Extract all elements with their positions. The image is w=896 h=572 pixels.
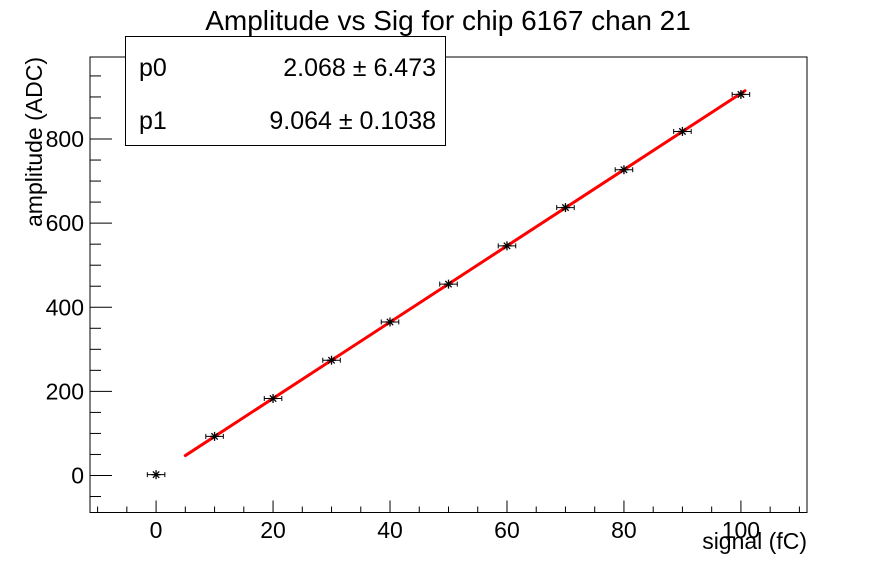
x-axis-tick-label: 60 <box>494 517 520 543</box>
data-point-marker <box>386 318 394 326</box>
stats-param-value: 2.068 ± 6.473 <box>283 54 436 82</box>
data-point-marker <box>503 242 511 250</box>
data-point-marker <box>620 166 628 174</box>
plot-title: Amplitude vs Sig for chip 6167 chan 21 <box>205 5 691 36</box>
x-axis-tick-label: 0 <box>150 517 163 543</box>
fit-line <box>183 89 747 458</box>
data-point-marker <box>327 356 336 364</box>
stats-row-p0: p0 2.068 ± 6.473 <box>139 54 436 82</box>
x-axis-tick-label: 20 <box>260 517 286 543</box>
data-point-marker <box>269 394 277 403</box>
x-axis-title: signal (fC) <box>702 528 807 554</box>
x-axis-tick-label: 80 <box>611 517 637 543</box>
data-point-marker <box>737 90 745 99</box>
y-axis-tick-label: 400 <box>46 294 84 320</box>
y-axis-tick-label: 800 <box>46 126 84 152</box>
x-axis-tick-label: 40 <box>377 517 403 543</box>
data-point-marker <box>210 432 219 441</box>
stats-row-p1: p1 9.064 ± 0.1038 <box>139 107 436 135</box>
stats-param-name: p0 <box>139 54 167 82</box>
y-axis-tick-label: 200 <box>46 378 84 404</box>
stats-param-name: p1 <box>139 107 167 135</box>
data-point-marker <box>152 471 160 479</box>
x-axis-tick-label: 100 <box>722 517 760 543</box>
y-axis-title: amplitude (ADC) <box>21 57 47 227</box>
y-axis-tick-label: 600 <box>46 210 84 236</box>
data-point-marker <box>444 280 453 288</box>
stats-param-value: 9.064 ± 0.1038 <box>269 107 436 135</box>
data-point-marker <box>678 127 687 136</box>
y-axis-tick-label: 0 <box>71 462 84 488</box>
data-point-marker <box>561 203 570 212</box>
fit-stats-box: p0 2.068 ± 6.473 p1 9.064 ± 0.1038 <box>125 36 446 146</box>
